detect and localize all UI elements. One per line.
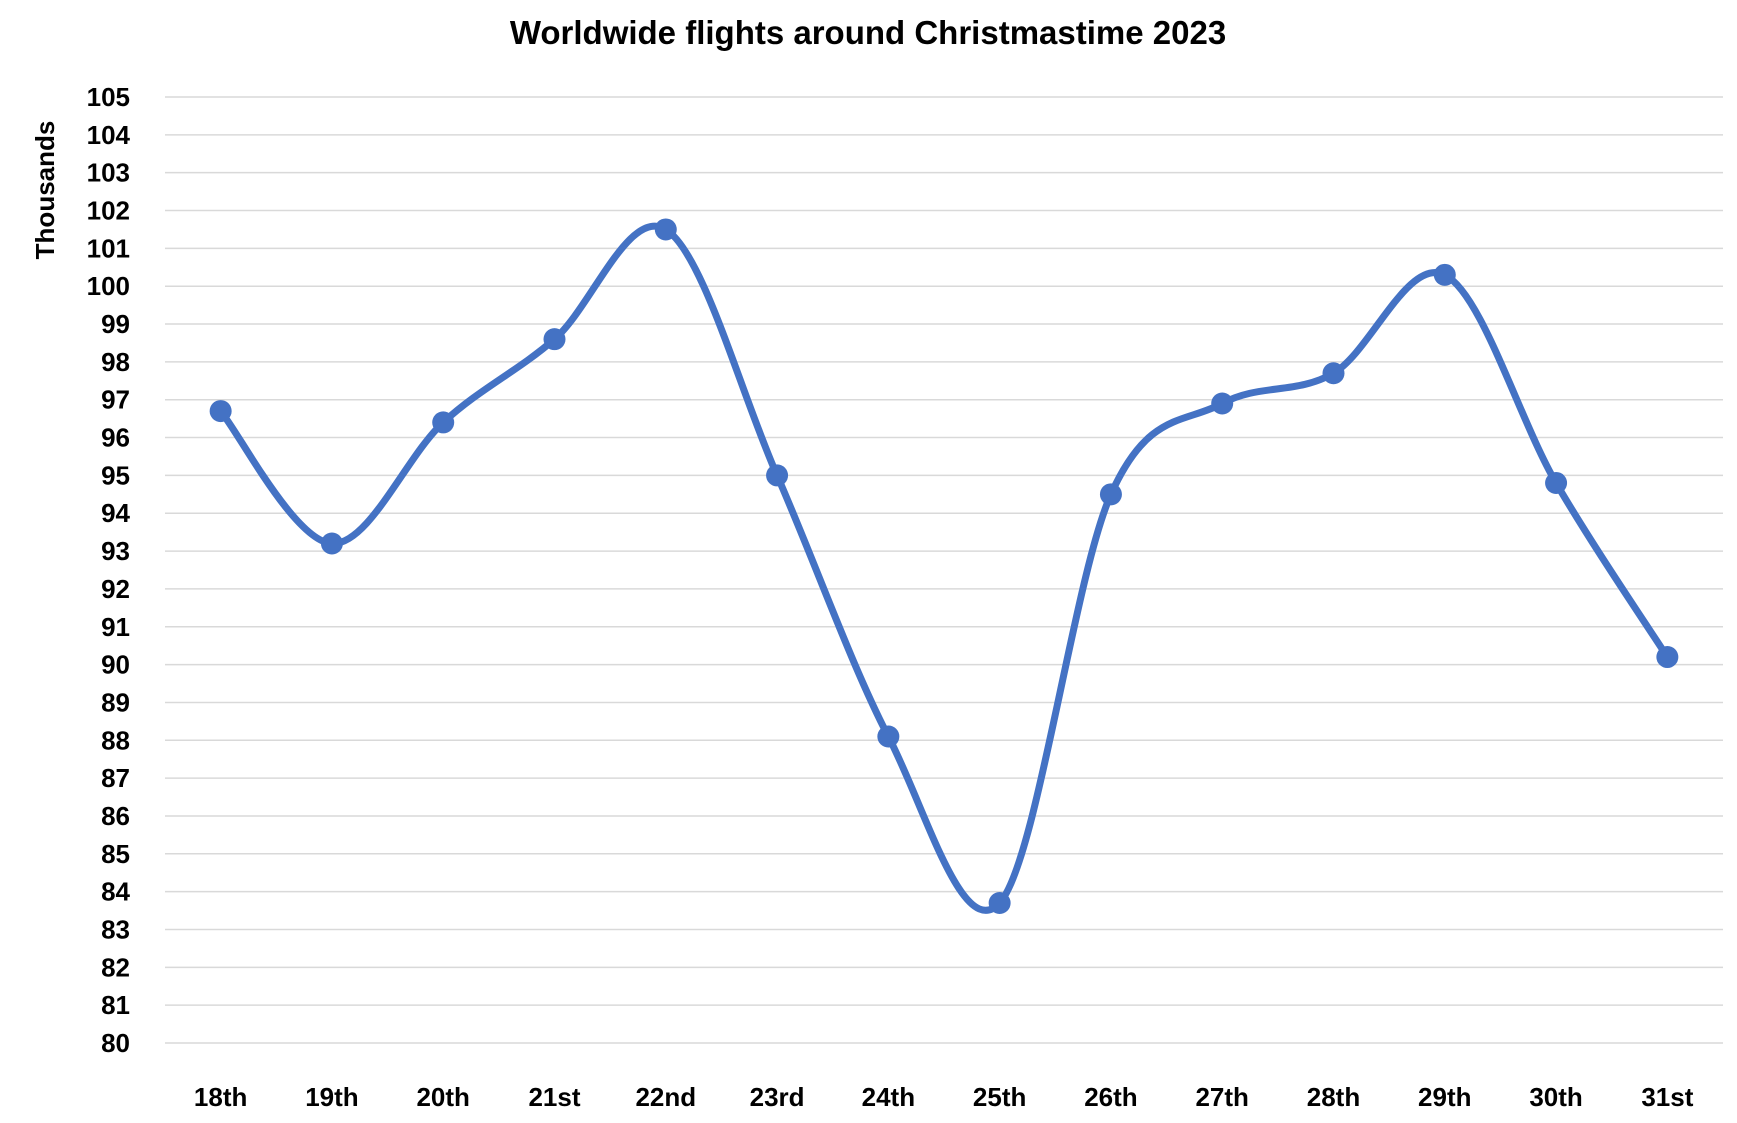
data-point bbox=[320, 532, 343, 555]
data-point bbox=[988, 891, 1011, 914]
y-tick-label: 82 bbox=[101, 952, 130, 982]
x-tick-label: 29th bbox=[1418, 1082, 1471, 1112]
y-tick-label: 91 bbox=[101, 612, 130, 642]
y-tick-label: 94 bbox=[101, 498, 130, 528]
y-tick-label: 93 bbox=[101, 536, 130, 566]
y-tick-label: 83 bbox=[101, 914, 130, 944]
y-tick-label: 99 bbox=[101, 309, 130, 339]
data-point bbox=[877, 725, 900, 748]
y-tick-label: 92 bbox=[101, 574, 130, 604]
data-point bbox=[1545, 471, 1568, 494]
x-tick-label: 18th bbox=[194, 1082, 247, 1112]
y-tick-label: 80 bbox=[101, 1028, 130, 1058]
y-tick-label: 84 bbox=[101, 877, 130, 907]
y-tick-label: 104 bbox=[87, 120, 131, 150]
y-tick-label: 102 bbox=[87, 196, 130, 226]
data-point bbox=[209, 400, 232, 423]
y-tick-label: 90 bbox=[101, 650, 130, 680]
x-tick-label: 26th bbox=[1084, 1082, 1137, 1112]
data-point bbox=[1322, 362, 1345, 385]
y-tick-label: 105 bbox=[87, 82, 130, 112]
y-tick-label: 103 bbox=[87, 158, 130, 188]
chart-title: Worldwide flights around Christmastime 2… bbox=[510, 14, 1226, 51]
x-tick-label: 31st bbox=[1641, 1082, 1693, 1112]
data-point bbox=[1433, 263, 1456, 286]
series-line bbox=[217, 222, 1671, 914]
y-axis-ticks: 80 81 82 83 84 85 86 87 88 89 90 91 92 93 94 95 96 97 98 99… bbox=[87, 82, 131, 1058]
y-axis-label: Thousands bbox=[30, 121, 60, 260]
y-tick-label: 96 bbox=[101, 423, 130, 453]
x-tick-label: 28th bbox=[1307, 1082, 1360, 1112]
x-tick-label: 19th bbox=[305, 1082, 358, 1112]
y-tick-label: 81 bbox=[101, 990, 130, 1020]
x-tick-label: 23rd bbox=[750, 1082, 805, 1112]
y-tick-label: 97 bbox=[101, 385, 130, 415]
series bbox=[209, 218, 1679, 914]
y-tick-label: 85 bbox=[101, 839, 130, 869]
y-tick-label: 101 bbox=[87, 233, 130, 263]
x-tick-label: 20th bbox=[416, 1082, 469, 1112]
data-point bbox=[432, 411, 455, 434]
y-tick-label: 98 bbox=[101, 347, 130, 377]
data-point bbox=[1656, 646, 1679, 669]
y-tick-label: 87 bbox=[101, 763, 130, 793]
x-tick-label: 30th bbox=[1529, 1082, 1582, 1112]
y-tick-label: 86 bbox=[101, 801, 130, 831]
data-point bbox=[543, 328, 566, 351]
y-tick-label: 95 bbox=[101, 460, 130, 490]
data-point bbox=[1099, 483, 1122, 506]
x-tick-label: 22nd bbox=[635, 1082, 696, 1112]
data-point bbox=[1211, 392, 1234, 415]
x-tick-label: 25th bbox=[973, 1082, 1026, 1112]
data-point bbox=[654, 218, 677, 241]
x-tick-label: 27th bbox=[1195, 1082, 1248, 1112]
gridlines bbox=[165, 96, 1723, 1044]
data-point bbox=[766, 464, 789, 487]
y-tick-label: 100 bbox=[87, 271, 130, 301]
x-axis-ticks: 18th 19th 20th 21st 22nd 23rd 24th 25th 26th 27th… bbox=[194, 1082, 1694, 1112]
x-tick-label: 24th bbox=[862, 1082, 915, 1112]
y-tick-label: 89 bbox=[101, 687, 130, 717]
y-tick-label: 88 bbox=[101, 725, 130, 755]
x-tick-label: 21st bbox=[528, 1082, 580, 1112]
